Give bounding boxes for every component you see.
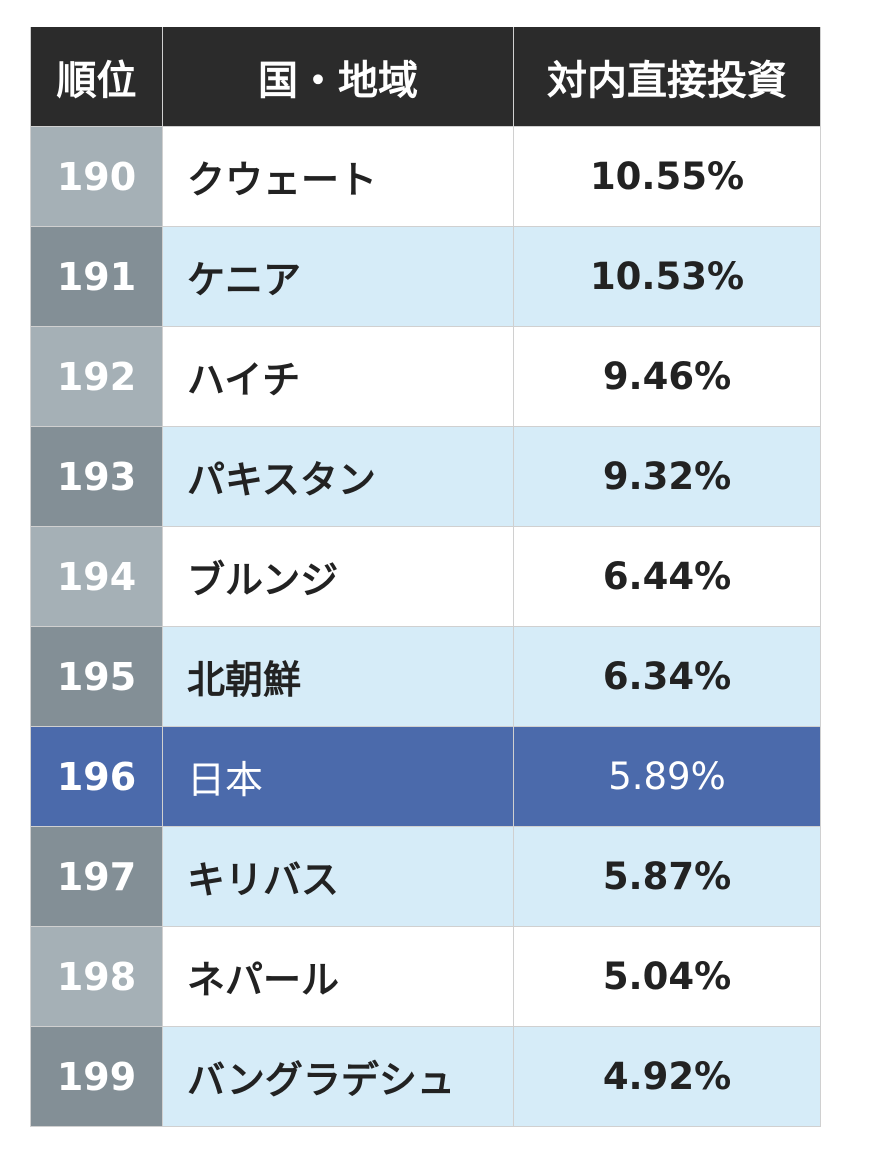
rank-cell: 196	[30, 726, 163, 827]
table-row: 191 ケニア 10.53%	[30, 226, 821, 327]
rank-cell: 192	[30, 326, 163, 427]
table-row: 195 北朝鮮 6.34%	[30, 626, 821, 727]
header-row: 順位 国・地域 対内直接投資	[30, 27, 821, 127]
value-cell: 9.32%	[513, 426, 821, 527]
value-cell: 6.34%	[513, 626, 821, 727]
rank-cell: 198	[30, 926, 163, 1027]
header-value: 対内直接投資	[513, 27, 821, 127]
value-cell: 10.53%	[513, 226, 821, 327]
rank-cell: 191	[30, 226, 163, 327]
value-cell: 5.87%	[513, 826, 821, 927]
table-row-highlighted: 196 日本 5.89%	[30, 726, 821, 827]
rank-cell: 193	[30, 426, 163, 527]
rank-cell: 197	[30, 826, 163, 927]
country-cell: パキスタン	[162, 426, 514, 527]
table-row: 193 パキスタン 9.32%	[30, 426, 821, 527]
value-cell: 5.04%	[513, 926, 821, 1027]
table-header: 順位 国・地域 対内直接投資	[30, 27, 821, 127]
country-cell: クウェート	[162, 126, 514, 227]
country-cell: 日本	[162, 726, 514, 827]
table-row: 198 ネパール 5.04%	[30, 926, 821, 1027]
rank-cell: 194	[30, 526, 163, 627]
rank-cell: 195	[30, 626, 163, 727]
table-row: 199 バングラデシュ 4.92%	[30, 1026, 821, 1127]
table-row: 197 キリバス 5.87%	[30, 826, 821, 927]
country-cell: ネパール	[162, 926, 514, 1027]
table-row: 190 クウェート 10.55%	[30, 126, 821, 227]
value-cell: 9.46%	[513, 326, 821, 427]
table-body: 190 クウェート 10.55% 191 ケニア 10.53% 192 ハイチ …	[30, 126, 821, 1127]
value-cell: 5.89%	[513, 726, 821, 827]
country-cell: ケニア	[162, 226, 514, 327]
country-cell: ブルンジ	[162, 526, 514, 627]
country-cell: キリバス	[162, 826, 514, 927]
country-cell: バングラデシュ	[162, 1026, 514, 1127]
table-row: 194 ブルンジ 6.44%	[30, 526, 821, 627]
country-cell: ハイチ	[162, 326, 514, 427]
ranking-table: 順位 国・地域 対内直接投資 190 クウェート 10.55% 191 ケニア …	[30, 27, 821, 1127]
header-rank: 順位	[30, 27, 163, 127]
value-cell: 4.92%	[513, 1026, 821, 1127]
country-cell: 北朝鮮	[162, 626, 514, 727]
table-row: 192 ハイチ 9.46%	[30, 326, 821, 427]
rank-cell: 190	[30, 126, 163, 227]
value-cell: 10.55%	[513, 126, 821, 227]
value-cell: 6.44%	[513, 526, 821, 627]
header-country: 国・地域	[162, 27, 514, 127]
rank-cell: 199	[30, 1026, 163, 1127]
